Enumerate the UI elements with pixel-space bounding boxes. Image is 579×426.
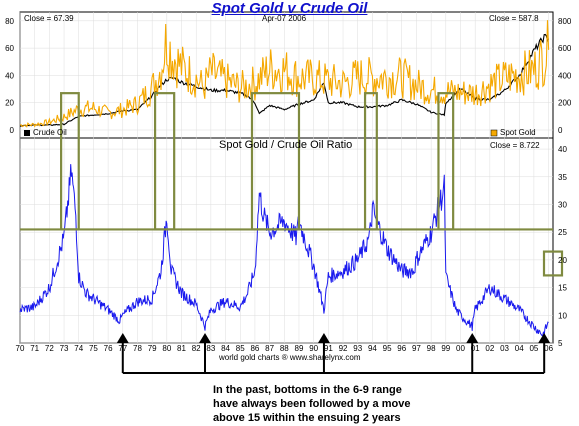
ratio-axis-tick: 40 [558, 145, 567, 154]
oil-axis-tick: 60 [5, 44, 14, 53]
year-axis-tick: 71 [30, 344, 39, 353]
arrow-head [199, 333, 212, 343]
gold-axis-tick: 600 [558, 44, 572, 53]
year-axis-tick: 89 [295, 344, 304, 353]
annotation-line-2: have always been followed by a move [213, 398, 411, 410]
ratio-axis-tick: 25 [558, 228, 567, 237]
annotation-line-1: In the past, bottoms in the 6-9 range [213, 384, 402, 396]
bottom-panel-frame [19, 137, 554, 344]
oil-axis-tick: 20 [5, 99, 14, 108]
arrow-head [116, 333, 129, 343]
oil-axis-tick: 80 [5, 17, 14, 26]
year-axis-tick: 93 [353, 344, 362, 353]
year-axis-tick: 80 [162, 344, 171, 353]
year-axis-tick: 86 [250, 344, 259, 353]
ratio-close-label: Close = 8.722 [490, 141, 540, 150]
year-axis-tick: 84 [221, 344, 230, 353]
year-axis-tick: 03 [500, 344, 509, 353]
year-axis-tick: 94 [368, 344, 377, 353]
year-axis-tick: 72 [45, 344, 54, 353]
year-axis-tick: 98 [427, 344, 436, 353]
ratio-series [19, 164, 549, 337]
highlight-boxes [20, 92, 564, 277]
spot-gold-legend-label: Spot Gold [500, 128, 536, 137]
spot-gold-legend-swatch [490, 129, 498, 137]
year-axis-tick: 90 [309, 344, 318, 353]
spot-gold-line [19, 20, 550, 128]
year-axis-tick: 83 [206, 344, 215, 353]
oil-axis-tick: 0 [10, 126, 15, 135]
year-axis-tick: 70 [16, 344, 25, 353]
top-panel-frame [19, 11, 554, 139]
arrow-head [538, 333, 551, 343]
ratio-axis-tick: 15 [558, 284, 567, 293]
spot-gold-series [19, 20, 550, 128]
oil-axis-tick: 40 [5, 71, 14, 80]
date-label: Apr-07 2006 [262, 14, 307, 23]
year-axis-tick: 76 [104, 344, 113, 353]
annotation-text: In the past, bottoms in the 6-9 range ha… [213, 383, 443, 425]
year-axis-tick: 01 [471, 344, 480, 353]
arrow-head [466, 333, 479, 343]
year-axis-tick: 88 [280, 344, 289, 353]
year-axis-tick: 87 [265, 344, 274, 353]
year-axis-tick: 73 [60, 344, 69, 353]
year-axis-tick: 77 [118, 344, 127, 353]
year-axis-tick: 91 [324, 344, 333, 353]
year-axis-tick: 79 [148, 344, 157, 353]
year-axis-tick: 81 [177, 344, 186, 353]
crude-oil-legend-label: Crude Oil [33, 128, 67, 137]
year-axis-tick: 02 [485, 344, 494, 353]
ratio-axis-tick: 30 [558, 200, 567, 209]
oil-close-label: Close = 67.39 [24, 14, 74, 23]
year-axis-tick: 75 [89, 344, 98, 353]
year-axis-tick: 78 [133, 344, 142, 353]
gold-axis-tick: 200 [558, 99, 572, 108]
year-axis-tick: 06 [544, 344, 553, 353]
ratio-line [19, 164, 549, 337]
year-axis-tick: 92 [339, 344, 348, 353]
gold-axis-tick: 800 [558, 17, 572, 26]
ratio-axis-tick: 20 [558, 256, 567, 265]
chart-title: Spot Gold v Crude Oil [211, 0, 368, 17]
year-axis-tick: 95 [383, 344, 392, 353]
year-axis-tick: 05 [529, 344, 538, 353]
year-axis-tick: 04 [515, 344, 524, 353]
gold-axis-tick: 400 [558, 71, 572, 80]
year-axis-tick: 74 [74, 344, 83, 353]
year-axis-tick: 82 [192, 344, 201, 353]
year-axis-tick: 85 [236, 344, 245, 353]
ratio-axis-tick: 5 [558, 339, 563, 348]
year-axis-tick: 00 [456, 344, 465, 353]
ratio-axis-tick: 10 [558, 311, 567, 320]
current-ratio-box [542, 250, 564, 277]
arrow-head [317, 333, 330, 343]
gold-axis-tick: 0 [558, 126, 563, 135]
ratio-axis-tick: 35 [558, 173, 567, 182]
annotation-line-3: above 15 within the ensuing 2 years [213, 412, 401, 424]
source-credit: world gold charts ® www.sharelynx.com [219, 353, 361, 362]
year-axis-tick: 99 [441, 344, 450, 353]
gold-close-label: Close = 587.8 [489, 14, 539, 23]
bottom-arrows [116, 333, 551, 374]
crude-oil-legend-swatch [24, 130, 30, 136]
ratio-panel-title: Spot Gold / Crude Oil Ratio [219, 139, 353, 151]
year-axis-tick: 96 [397, 344, 406, 353]
year-axis-tick: 97 [412, 344, 421, 353]
